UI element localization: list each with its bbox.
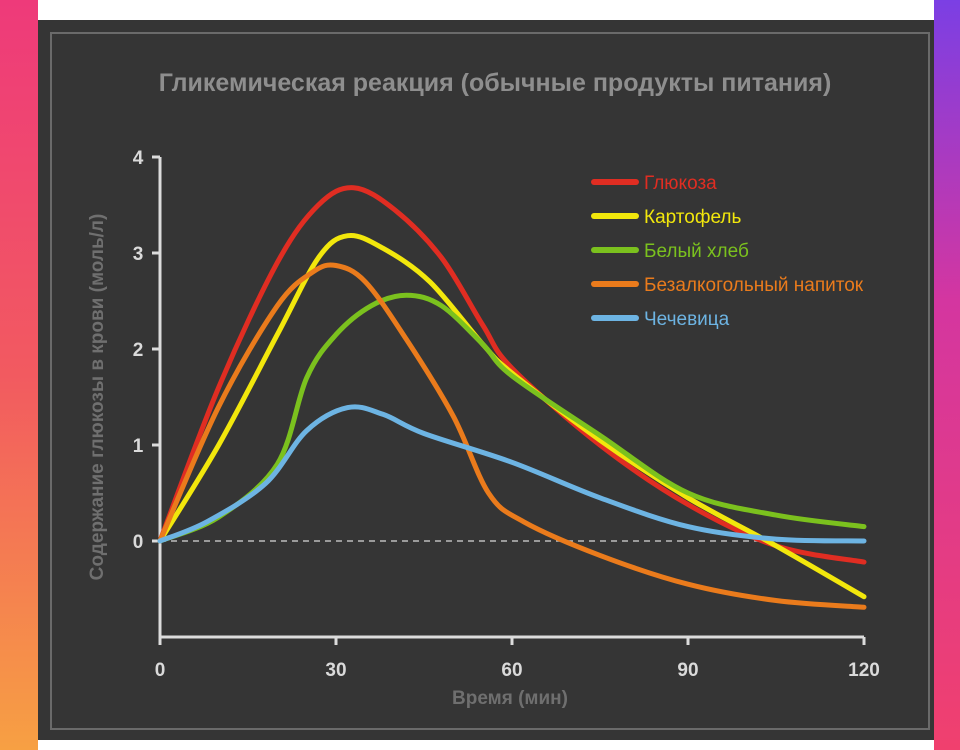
x-tick-label: 90 bbox=[677, 660, 698, 681]
x-tick-label: 0 bbox=[155, 660, 166, 681]
x-tick-label: 30 bbox=[325, 660, 346, 681]
series-line-2 bbox=[157, 232, 867, 600]
x-tick-label: 120 bbox=[848, 660, 880, 681]
legend-label: Белый хлеб bbox=[644, 241, 749, 262]
axes: 0 30 60 90 120 0 1 2 3 4 bbox=[133, 148, 880, 681]
y-tick-label: 4 bbox=[133, 148, 144, 169]
x-tick-label: 60 bbox=[501, 660, 522, 681]
chart-panel bbox=[38, 20, 934, 740]
series-group bbox=[157, 185, 867, 610]
right-gradient-border bbox=[934, 0, 960, 750]
series-line-5 bbox=[157, 404, 867, 544]
legend-label: Безалкогольный напиток bbox=[644, 275, 864, 296]
top-white-strip bbox=[38, 0, 934, 20]
legend-label: Глюкоза bbox=[644, 173, 717, 194]
legend-label: Картофель bbox=[644, 207, 741, 228]
y-tick-label: 0 bbox=[133, 532, 144, 553]
left-gradient-border bbox=[0, 0, 38, 750]
x-ticks: 0 30 60 90 120 bbox=[155, 637, 880, 681]
chart-title: Гликемическая реакция (обычные продукты … bbox=[159, 69, 832, 97]
chart-frame bbox=[50, 32, 930, 730]
y-tick-label: 3 bbox=[133, 244, 144, 265]
y-axis-label: Содержание глюкозы в крови (моль/л) bbox=[87, 214, 108, 581]
legend: Глюкоза Картофель Белый хлеб Безалкогольный… bbox=[591, 173, 864, 330]
legend-label: Чечевица bbox=[644, 309, 730, 330]
y-ticks: 0 1 2 3 4 bbox=[133, 148, 160, 553]
series-line-1 bbox=[157, 185, 867, 565]
series-line-3 bbox=[157, 292, 867, 544]
x-axis-label: Время (мин) bbox=[452, 688, 568, 709]
series-line-4 bbox=[157, 262, 867, 610]
y-tick-label: 1 bbox=[133, 436, 144, 457]
bottom-white-strip bbox=[38, 740, 934, 750]
y-tick-label: 2 bbox=[133, 340, 144, 361]
